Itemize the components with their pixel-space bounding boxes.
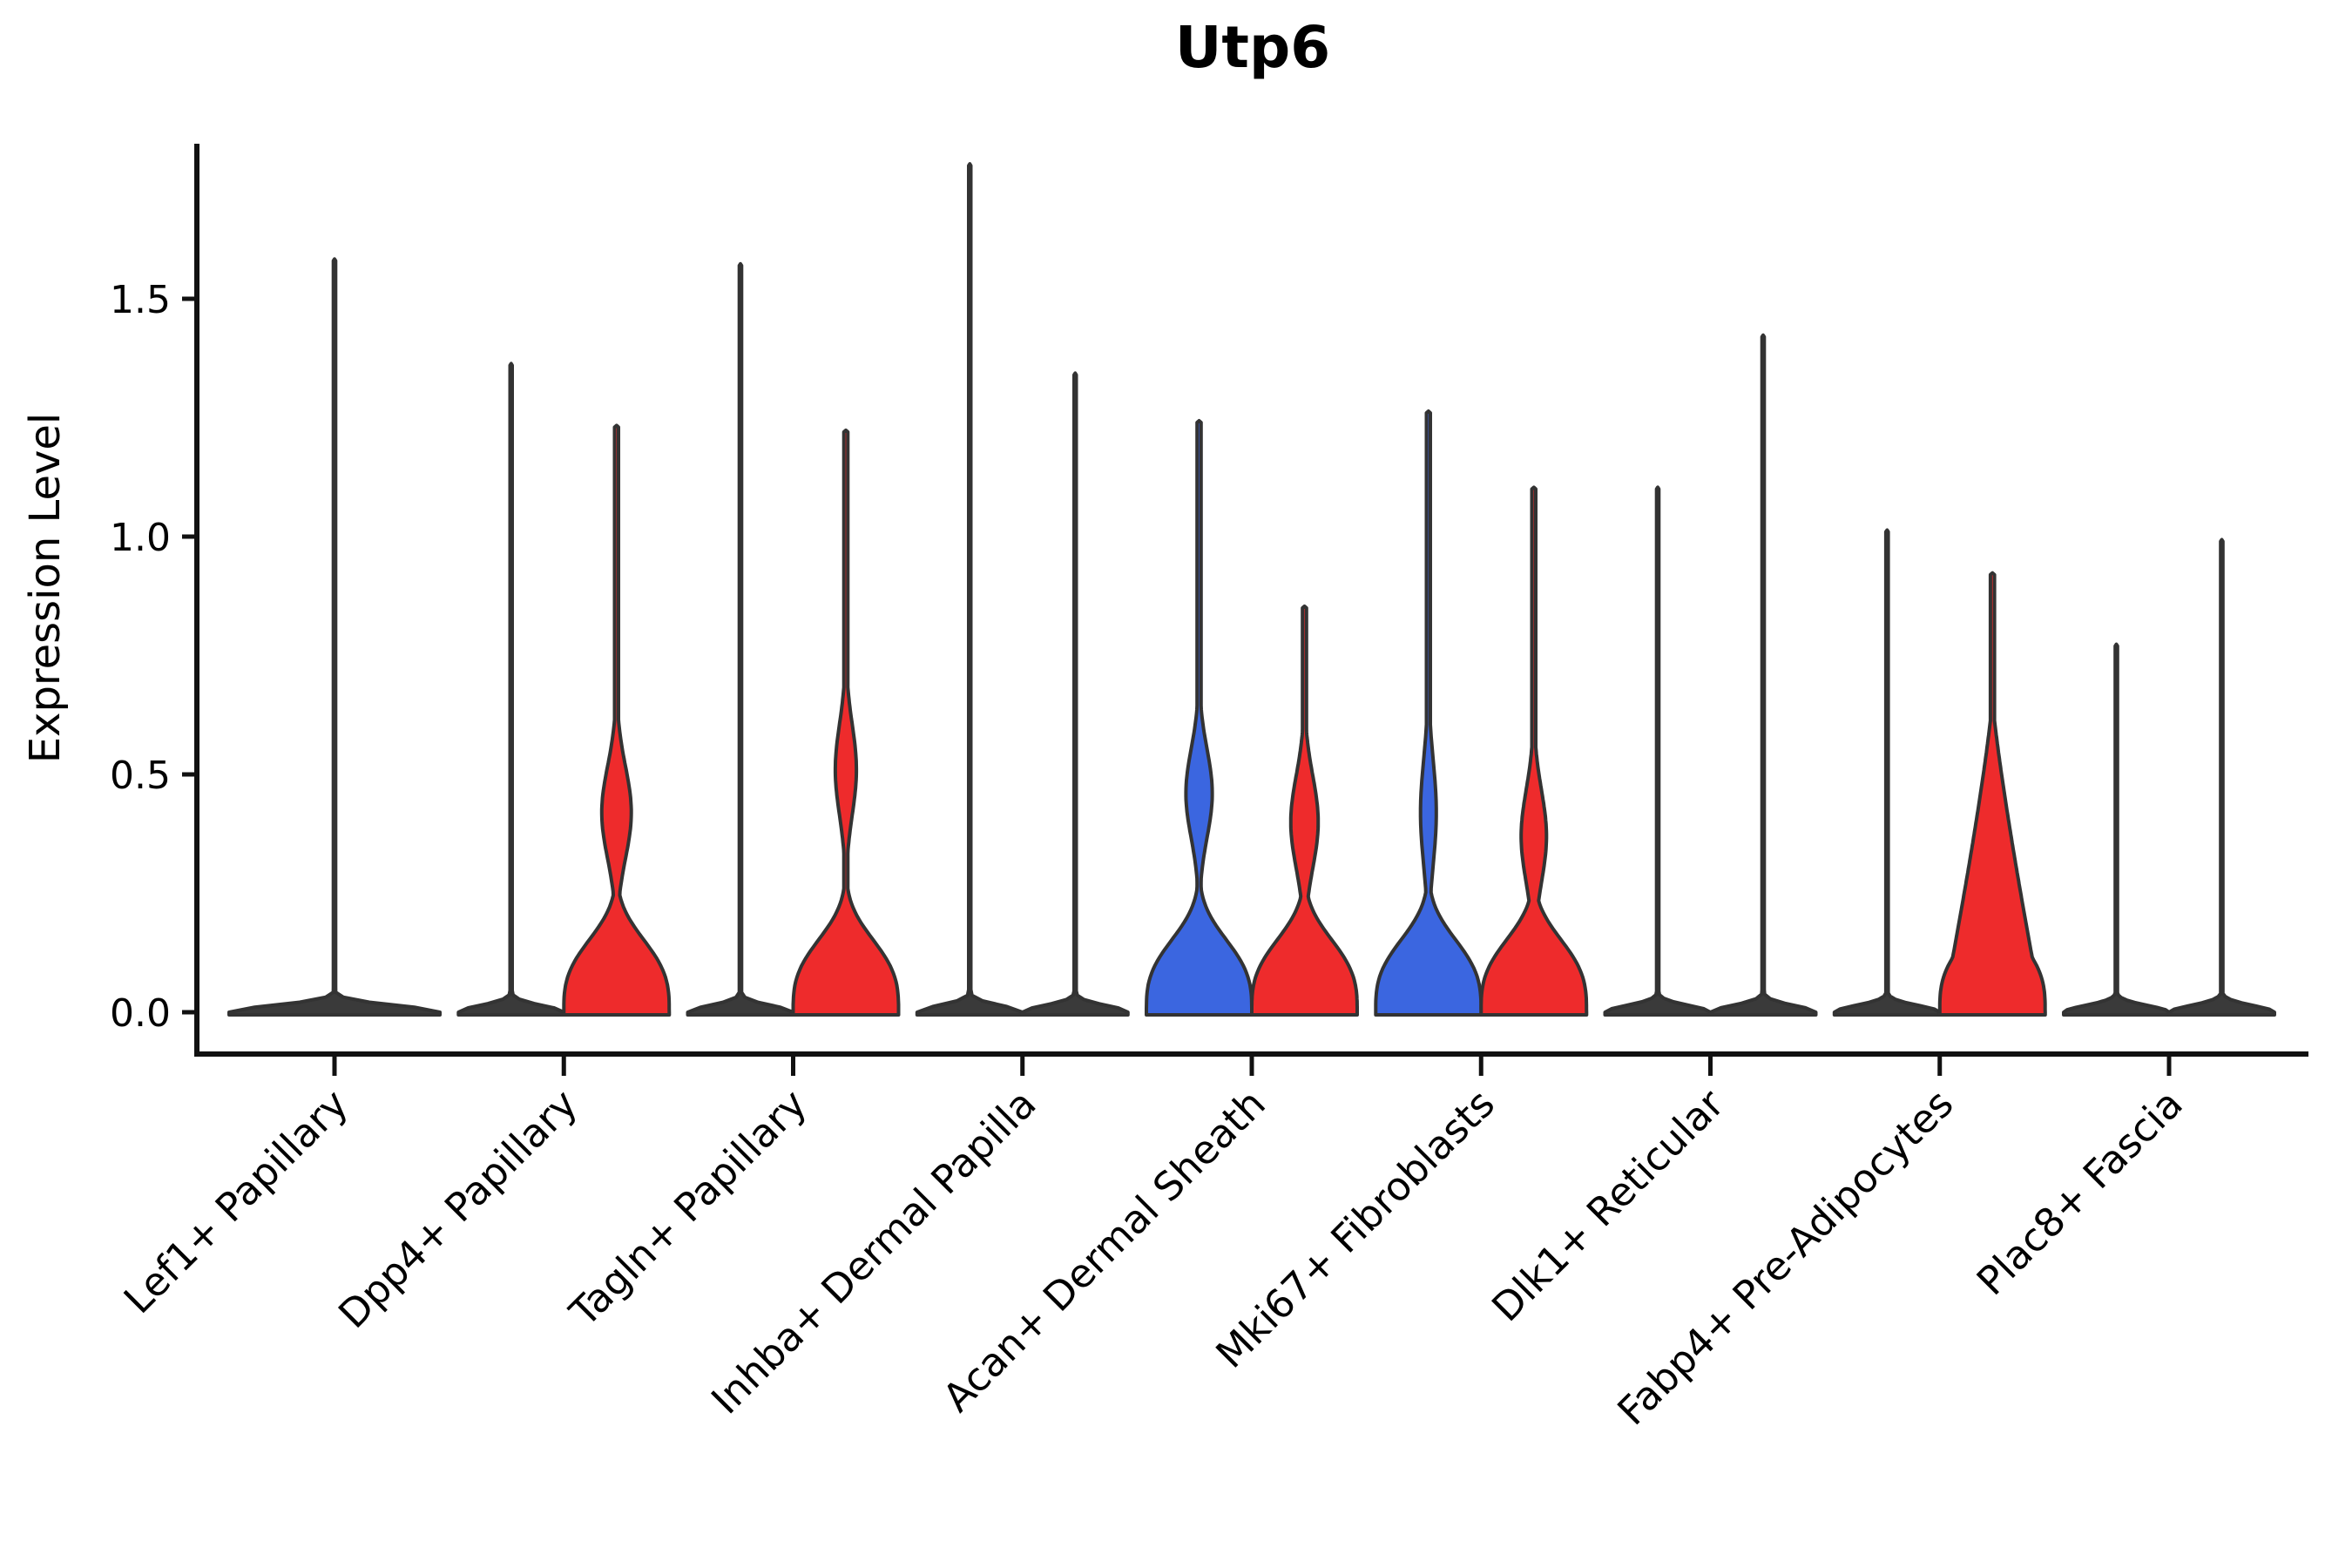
x-tick-label-plac8-fascia: Plac8+ Fascia <box>1968 1080 2192 1304</box>
violin-dpp4-papillary-g2 <box>562 423 672 1017</box>
violin-plac8-fascia-g1 <box>2062 642 2171 1017</box>
violin-dpp4-papillary-g1 <box>456 362 566 1017</box>
violin-fabp4-pre-adipocytes-g1 <box>1832 528 1942 1017</box>
violin-acan-dermal-sheath-g2 <box>1250 604 1359 1017</box>
y-tick-label: 0.0 <box>110 991 171 1036</box>
violin-fabp4-pre-adipocytes-g2 <box>1937 571 2047 1017</box>
x-tick-label-lef1-papillary: Lef1+ Papillary <box>115 1080 357 1322</box>
violin-dlk1-reticular-g2 <box>1708 333 1818 1017</box>
x-tick-label-tagln-papillary: Tagln+ Papillary <box>560 1080 815 1335</box>
y-tick-label: 0.5 <box>110 754 171 798</box>
x-tick-label-dlk1-reticular: Dlk1+ Reticular <box>1483 1080 1733 1330</box>
violin-inhba-dermal-papilla-g2 <box>1020 371 1130 1017</box>
violin-tagln-papillary-g2 <box>791 428 901 1017</box>
violin-plac8-fascia-g2 <box>2167 537 2276 1017</box>
violin-mki67-fibroblasts-g2 <box>1479 485 1589 1017</box>
x-tick-label-dpp4-papillary: Dpp4+ Papillary <box>329 1080 586 1337</box>
violin-tagln-papillary-g1 <box>686 261 795 1017</box>
violin-dlk1-reticular-g1 <box>1603 485 1713 1017</box>
violin-acan-dermal-sheath-g1 <box>1145 419 1254 1017</box>
y-tick-label: 1.0 <box>110 516 171 560</box>
violin-lef1-papillary-gall <box>227 257 442 1017</box>
violin-inhba-dermal-papilla-g1 <box>915 162 1024 1017</box>
violin-mki67-fibroblasts-g1 <box>1374 409 1484 1017</box>
y-tick-label: 1.5 <box>110 278 171 322</box>
chart-title: Utp6 <box>1174 14 1331 81</box>
